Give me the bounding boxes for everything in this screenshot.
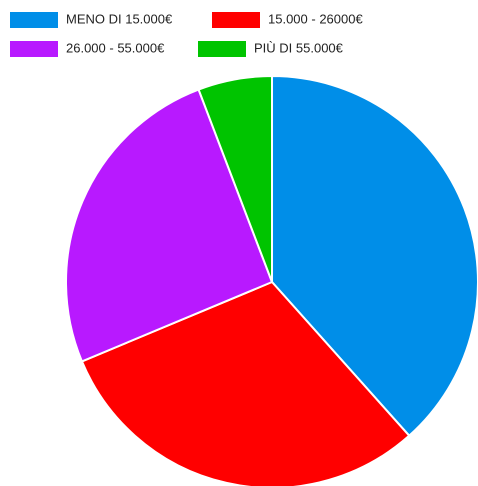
pie-slice [80,280,411,486]
legend-swatch [10,41,58,57]
legend-swatch [10,12,58,28]
legend-swatch [212,12,260,28]
legend-label: 15.000 - 26000€ [268,11,363,26]
pie-slice [65,88,274,363]
legend-label: 26.000 - 55.000€ [66,40,165,55]
legend-label: MENO DI 15.000€ [66,11,173,26]
legend-swatch [198,41,246,57]
pie-slice [271,74,478,438]
pie-slice [197,74,273,283]
legend-label: PIÙ DI 55.000€ [254,40,344,55]
